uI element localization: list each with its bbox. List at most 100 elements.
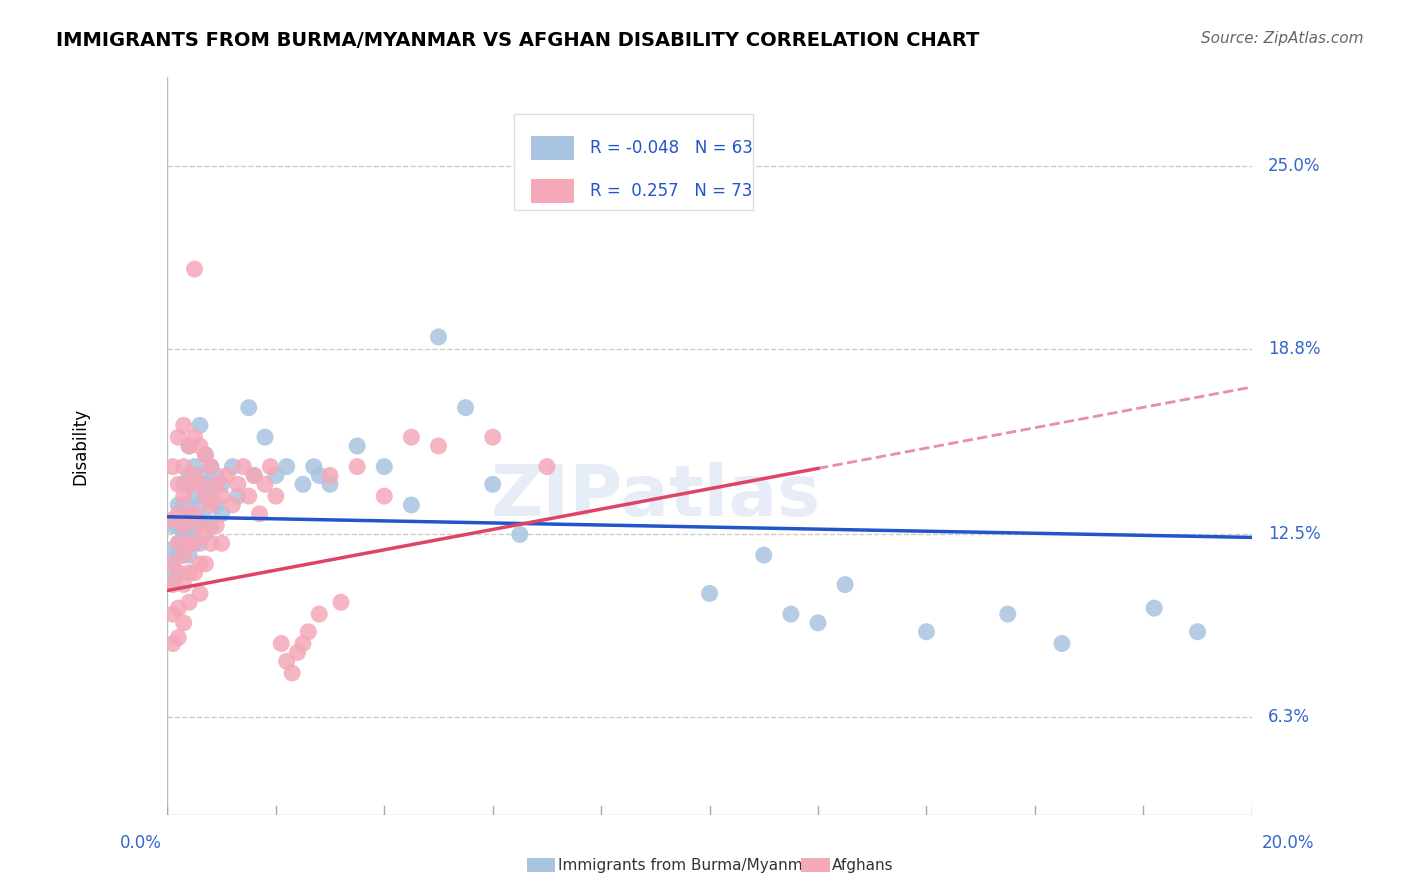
Point <box>915 624 938 639</box>
Point <box>401 498 423 512</box>
Point <box>162 557 184 571</box>
Text: IMMIGRANTS FROM BURMA/MYANMAR VS AFGHAN DISABILITY CORRELATION CHART: IMMIGRANTS FROM BURMA/MYANMAR VS AFGHAN … <box>56 31 980 50</box>
Point <box>173 615 195 630</box>
Point <box>699 586 721 600</box>
Point <box>183 489 205 503</box>
Point <box>205 468 228 483</box>
Point <box>188 439 211 453</box>
Point <box>536 459 558 474</box>
Point <box>173 489 195 503</box>
Point <box>162 636 184 650</box>
Point <box>238 489 260 503</box>
Point <box>1050 636 1073 650</box>
Point <box>1143 601 1166 615</box>
Point <box>167 430 190 444</box>
Point <box>167 536 190 550</box>
Point <box>238 401 260 415</box>
Point <box>188 536 211 550</box>
Point <box>194 448 217 462</box>
Point <box>167 601 190 615</box>
Point <box>401 430 423 444</box>
Point <box>183 430 205 444</box>
Text: Disability: Disability <box>72 408 90 484</box>
Point <box>308 607 330 621</box>
Point <box>177 595 200 609</box>
Point <box>373 489 395 503</box>
Text: R =  0.257   N = 73: R = 0.257 N = 73 <box>591 182 752 200</box>
Point <box>211 536 233 550</box>
Point <box>243 468 266 483</box>
Point <box>308 468 330 483</box>
Point <box>173 577 195 591</box>
Bar <box>530 136 574 160</box>
Point <box>183 459 205 474</box>
Point <box>173 477 195 491</box>
Point <box>188 477 211 491</box>
Point <box>183 507 205 521</box>
Point <box>167 631 190 645</box>
FancyBboxPatch shape <box>515 114 754 211</box>
Point <box>200 536 222 550</box>
Point <box>211 489 233 503</box>
Point <box>177 439 200 453</box>
Point <box>276 654 298 668</box>
Point <box>200 498 222 512</box>
Point <box>253 477 276 491</box>
Point <box>162 542 184 557</box>
Point <box>319 477 342 491</box>
Point <box>243 468 266 483</box>
Point <box>177 507 200 521</box>
Point <box>194 557 217 571</box>
Point <box>183 518 205 533</box>
Point <box>194 527 217 541</box>
Point <box>302 459 325 474</box>
Point <box>752 548 775 562</box>
Point <box>834 577 856 591</box>
Point <box>997 607 1019 621</box>
Point <box>264 489 287 503</box>
Point <box>200 459 222 474</box>
Text: ZIPatlas: ZIPatlas <box>491 462 821 531</box>
Point <box>232 459 254 474</box>
Text: 25.0%: 25.0% <box>1268 157 1320 175</box>
Point <box>291 477 314 491</box>
Point <box>173 518 195 533</box>
Point <box>188 418 211 433</box>
Point <box>177 536 200 550</box>
Point <box>264 468 287 483</box>
Point <box>780 607 803 621</box>
Point <box>173 459 195 474</box>
Point <box>200 489 222 503</box>
Point <box>162 557 184 571</box>
Point <box>173 527 195 541</box>
Point <box>188 498 211 512</box>
Point <box>162 459 184 474</box>
Point <box>188 586 211 600</box>
Point <box>167 548 190 562</box>
Point <box>270 636 292 650</box>
Point <box>162 513 184 527</box>
Point <box>194 477 217 491</box>
Point <box>200 518 222 533</box>
Point <box>183 536 205 550</box>
Point <box>167 507 190 521</box>
Point <box>509 527 531 541</box>
Point <box>226 477 249 491</box>
Point <box>454 401 477 415</box>
Point <box>215 468 238 483</box>
Point <box>177 477 200 491</box>
Point <box>346 439 368 453</box>
Point <box>173 548 195 562</box>
Point <box>177 468 200 483</box>
Point <box>167 536 190 550</box>
Point <box>188 518 211 533</box>
Point <box>319 468 342 483</box>
Point <box>221 459 243 474</box>
Text: 0.0%: 0.0% <box>120 834 162 852</box>
Text: R = -0.048   N = 63: R = -0.048 N = 63 <box>591 139 754 157</box>
Point <box>177 566 200 580</box>
Point <box>183 566 205 580</box>
Text: 6.3%: 6.3% <box>1268 708 1310 726</box>
Point <box>162 607 184 621</box>
Point <box>211 507 233 521</box>
